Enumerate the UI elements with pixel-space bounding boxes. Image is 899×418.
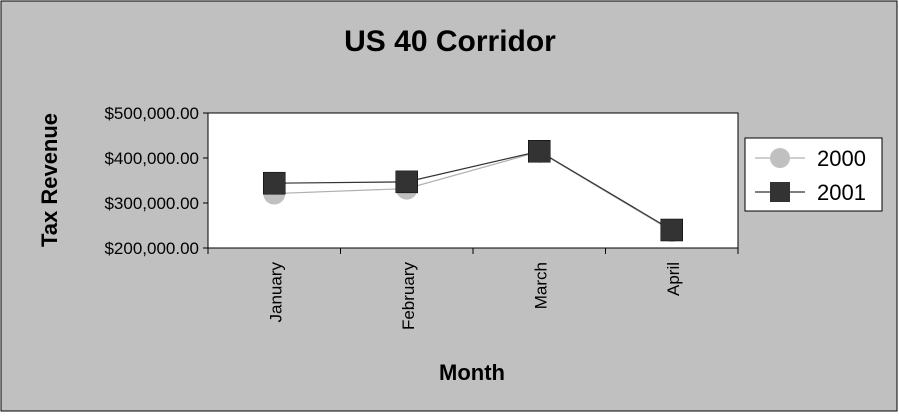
x-tick-label: March <box>531 262 550 309</box>
y-tick-label: $400,000.00 <box>104 149 199 168</box>
legend: 2000 2001 <box>744 137 883 212</box>
data-point-2001 <box>395 170 418 194</box>
legend-label-2000: 2000 <box>817 146 866 171</box>
legend-marker-2001 <box>770 182 790 202</box>
x-tick-label: January <box>266 262 285 323</box>
legend-box <box>744 137 883 212</box>
legend-marker-2000 <box>770 148 790 168</box>
series-line-2001 <box>274 150 673 231</box>
legend-label-2001: 2001 <box>817 180 866 205</box>
y-axis-title: Tax Revenue <box>37 113 62 247</box>
x-tick-label: February <box>399 262 418 331</box>
x-axis-title: Month <box>439 360 505 385</box>
data-point-2001 <box>660 218 683 242</box>
data-point-2001 <box>263 171 286 195</box>
chart-marks: $500,000.00 $400,000.00 $300,000.00 $200,00… <box>104 104 739 331</box>
chart-title: US 40 Corridor <box>344 25 556 58</box>
y-tick-label: $500,000.00 <box>104 104 199 123</box>
y-tick-label: $300,000.00 <box>104 194 199 213</box>
y-tick-label: $200,000.00 <box>104 239 199 258</box>
data-point-2001 <box>528 140 551 163</box>
plot-area <box>207 112 739 249</box>
x-tick-label: April <box>664 262 683 296</box>
